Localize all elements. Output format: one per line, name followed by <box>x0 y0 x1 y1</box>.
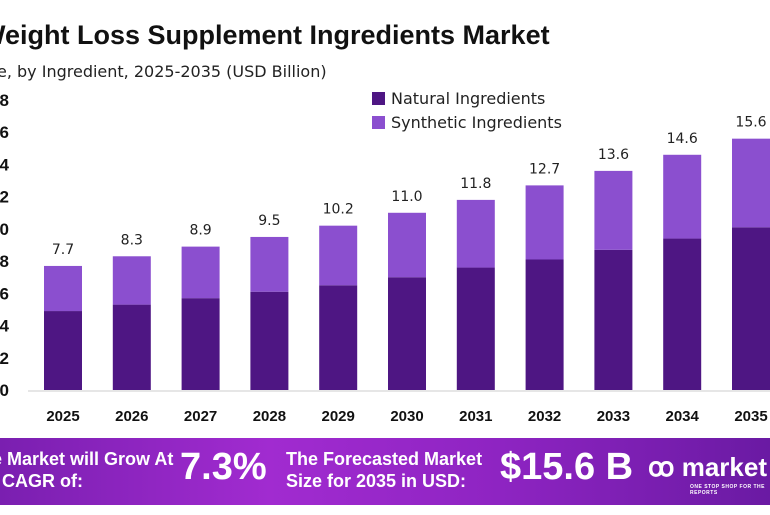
total-label: 9.5 <box>258 213 280 229</box>
bar-natural-2035 <box>732 227 770 390</box>
total-label: 8.3 <box>121 232 143 248</box>
x-tick-label: 2031 <box>459 408 492 425</box>
x-tick-label: 2030 <box>390 408 423 425</box>
x-tick-label: 2026 <box>115 408 148 425</box>
bar-natural-2032 <box>525 259 564 390</box>
x-tick-label: 2034 <box>666 408 700 425</box>
x-tick-label: 2028 <box>253 408 286 425</box>
y-tick-label: 16 <box>0 123 9 142</box>
y-tick-label: 12 <box>0 188 9 207</box>
y-tick-label: 14 <box>0 155 10 174</box>
total-label: 12.7 <box>529 161 560 177</box>
chart-title: Weight Loss Supplement Ingredients Marke… <box>0 20 550 50</box>
x-tick-label: 2032 <box>528 408 561 425</box>
bar-synthetic-2028 <box>250 236 289 292</box>
bar-natural-2034 <box>663 238 702 390</box>
total-label: 10.2 <box>323 202 354 218</box>
forecast-value: $15.6 B <box>500 446 634 488</box>
bar-natural-2028 <box>250 291 289 390</box>
legend-swatch <box>372 116 385 129</box>
y-tick-label: 6 <box>0 284 9 303</box>
bar-synthetic-2029 <box>319 225 358 286</box>
x-tick-label: 2027 <box>184 408 217 425</box>
logo: ꝏ market <box>648 452 767 483</box>
bar-synthetic-2031 <box>456 199 495 268</box>
bar-natural-2031 <box>456 267 495 390</box>
cagr-value: 7.3% <box>180 446 267 488</box>
x-tick-label: 2029 <box>322 408 355 425</box>
y-tick-label: 4 <box>0 317 10 336</box>
cagr-label: The Market will Grow At the CAGR of: <box>0 449 174 491</box>
logo-icon: ꝏ <box>648 452 682 482</box>
total-label: 13.6 <box>598 147 629 163</box>
bar-synthetic-2033 <box>594 170 633 250</box>
total-label: 15.6 <box>735 115 766 131</box>
legend-label: Synthetic Ingredients <box>391 113 562 132</box>
bar-synthetic-2034 <box>663 154 702 239</box>
y-tick-label: 18 <box>0 91 9 110</box>
legend-swatch <box>372 92 385 105</box>
logo-tagline: ONE STOP SHOP FOR THE REPORTS <box>690 484 765 496</box>
total-label: 11.8 <box>460 176 491 192</box>
bar-natural-2025 <box>44 311 82 390</box>
y-tick-label: 10 <box>0 220 9 239</box>
x-tick-label: 2035 <box>734 408 767 425</box>
bar-natural-2033 <box>594 249 633 390</box>
bar-natural-2030 <box>388 277 426 390</box>
total-label: 11.0 <box>391 189 422 205</box>
bar-synthetic-2025 <box>44 265 82 312</box>
bar-natural-2027 <box>181 298 220 390</box>
bar-synthetic-2030 <box>388 212 426 278</box>
bar-synthetic-2032 <box>525 185 564 260</box>
y-tick-label: 2 <box>0 349 9 368</box>
bar-synthetic-2027 <box>181 246 220 299</box>
legend-label: Natural Ingredients <box>391 89 545 108</box>
x-tick-label: 2033 <box>597 408 630 425</box>
total-label: 8.9 <box>189 223 211 239</box>
bar-natural-2026 <box>112 304 151 390</box>
logo-text: market <box>681 452 767 482</box>
summary-banner: The Market will Grow At the CAGR of: 7.3… <box>0 438 770 505</box>
bar-synthetic-2026 <box>112 256 151 305</box>
chart-subtitle: Size, by Ingredient, 2025-2035 (USD Bill… <box>0 62 327 81</box>
y-tick-label: 8 <box>0 252 9 271</box>
y-tick-label: 0 <box>0 381 9 400</box>
stacked-bar-chart: Weight Loss Supplement Ingredients Marke… <box>0 20 770 425</box>
x-tick-label: 2025 <box>46 408 79 425</box>
forecast-label: The Forecasted Market Size for 2035 in U… <box>286 449 483 491</box>
total-label: 7.7 <box>52 242 74 258</box>
bar-synthetic-2035 <box>732 138 770 228</box>
total-label: 14.6 <box>667 131 698 147</box>
bar-natural-2029 <box>319 285 358 390</box>
